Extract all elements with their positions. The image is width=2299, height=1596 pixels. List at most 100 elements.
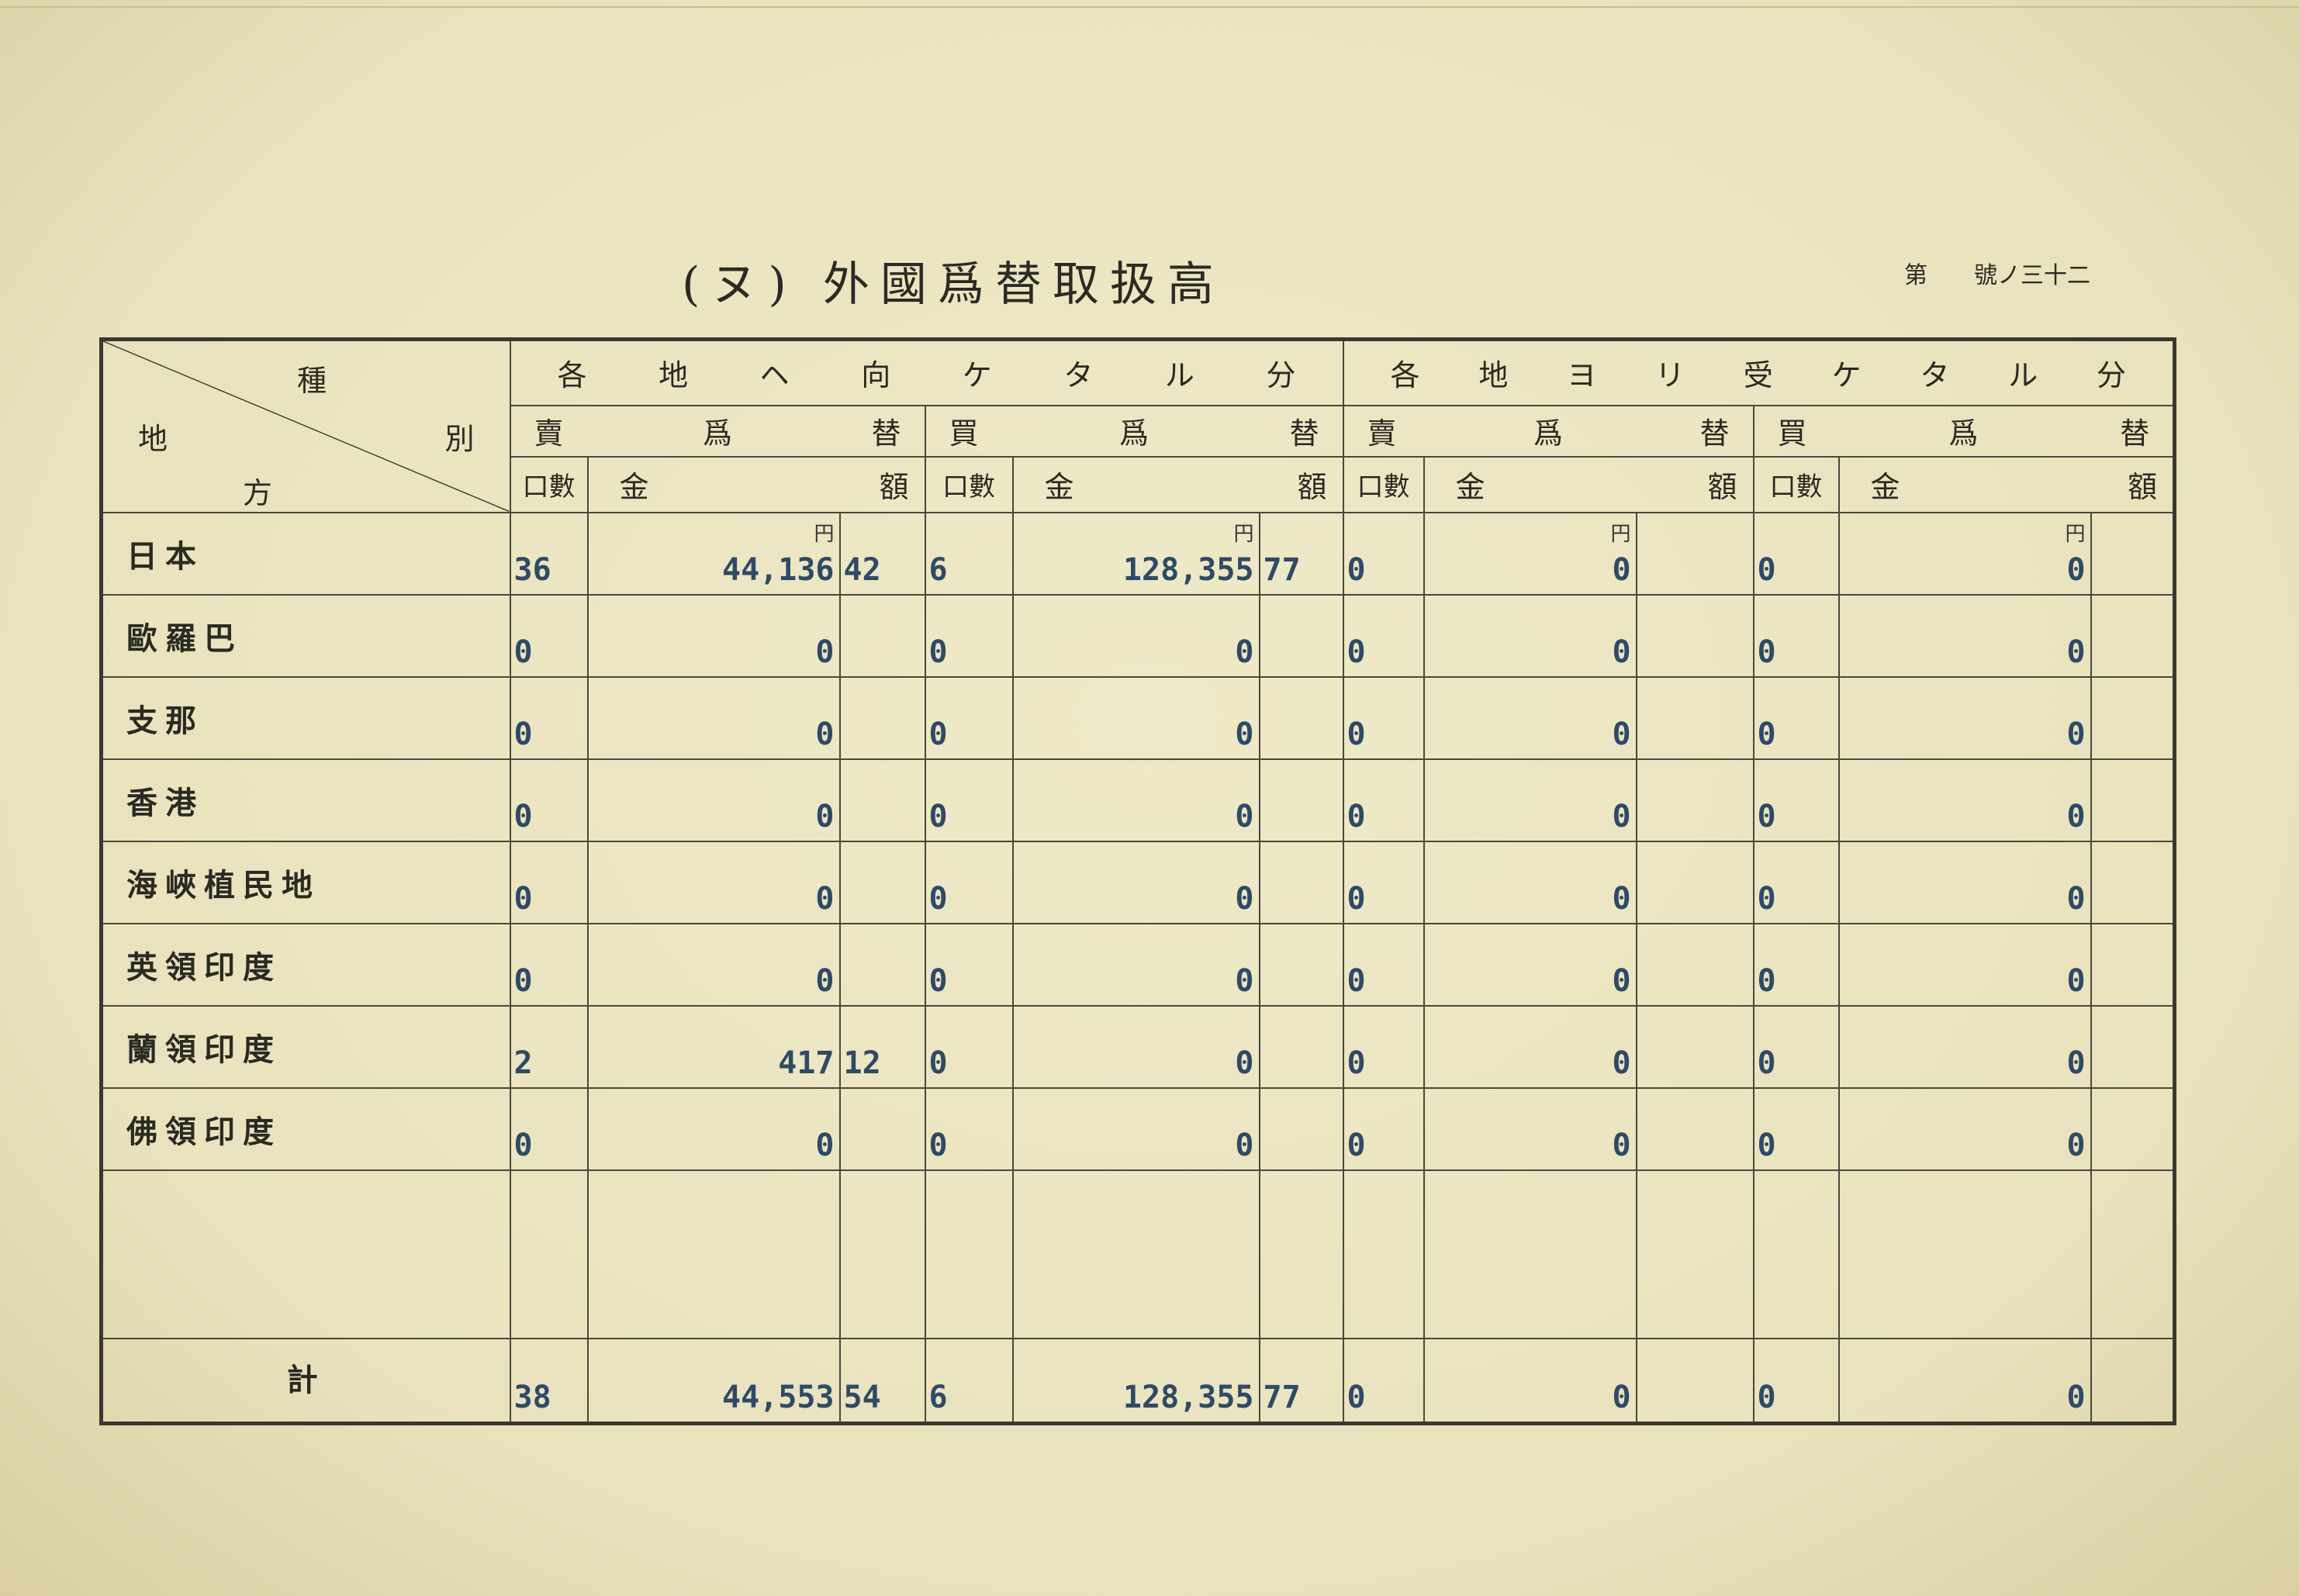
amount-sen-cell: 12 xyxy=(838,1004,926,1089)
amount-header: 金額 xyxy=(1423,455,1754,513)
cell-value: 0 xyxy=(2066,798,2086,834)
cell-value: 0 xyxy=(815,716,835,752)
row-label: 佛領印度 xyxy=(100,1086,511,1171)
amount-sen-cell xyxy=(1258,593,1344,678)
amount-yen-cell: 0 xyxy=(1423,840,1637,924)
count-cell: 0 xyxy=(509,593,589,678)
diagonal-line xyxy=(103,341,510,512)
cell-value: 0 xyxy=(1347,962,1366,999)
cell-value: 0 xyxy=(2066,1045,2086,1081)
page-number: 第 號ノ三十二 xyxy=(1904,256,2090,290)
amount-yen-cell: 0 xyxy=(586,758,841,842)
cell-value: 0 xyxy=(1347,551,1366,588)
cell-value: 0 xyxy=(1612,634,1631,670)
cell-value: 0 xyxy=(1612,1380,1631,1415)
amount-sen-cell xyxy=(1635,675,1754,760)
amount-yen-cell: 0 xyxy=(1423,1004,1637,1089)
amount-sen-cell: 77 xyxy=(1258,511,1344,596)
cell-value: 0 xyxy=(1757,1380,1776,1415)
cell-value: 0 xyxy=(2066,634,2086,670)
amount-sen-cell xyxy=(1258,1004,1344,1089)
cell-value: 0 xyxy=(1757,551,1776,588)
blank-cell xyxy=(100,1169,511,1339)
amount-yen-cell: 0 xyxy=(1837,758,2092,842)
row-label-text: 英領印度 xyxy=(126,948,282,986)
amount-sen-cell xyxy=(2090,1004,2176,1089)
cell-value: 128,355 xyxy=(1122,1380,1254,1415)
count-cell: 0 xyxy=(509,1086,589,1171)
count-header: 口數 xyxy=(509,455,589,513)
page-number-prefix: 第 xyxy=(1904,262,1927,289)
cell-value: 0 xyxy=(1235,880,1254,917)
cell-value: 0 xyxy=(1612,1045,1631,1081)
row-label: 支那 xyxy=(100,675,511,760)
row-label-text: 佛領印度 xyxy=(126,1113,282,1150)
blank-cell xyxy=(586,1169,841,1339)
cell-value: 6 xyxy=(928,551,948,588)
blank-cell xyxy=(2090,1169,2176,1339)
amount-sen-cell xyxy=(2090,511,2176,596)
amount-header-left: 金 xyxy=(1455,470,1485,504)
cell-value: 0 xyxy=(513,1127,533,1163)
blank-cell xyxy=(1011,1169,1260,1339)
cell-value: 0 xyxy=(1757,1127,1776,1163)
cell-value: 0 xyxy=(928,880,948,917)
amount-yen-cell: 0 xyxy=(586,593,841,678)
count-cell: 0 xyxy=(1342,1004,1425,1089)
table-row: 日本 36 44,136 円 42 6 128,355 円 77 0 0 円 0 0 円 xyxy=(100,511,2176,596)
cell-value: 0 xyxy=(1347,1380,1366,1415)
amount-yen-cell: 0 xyxy=(586,675,841,760)
count-cell: 0 xyxy=(1342,758,1425,842)
count-cell: 0 xyxy=(509,840,589,924)
blank-cell xyxy=(1752,1169,1840,1339)
amount-yen-cell: 0 xyxy=(1011,675,1260,760)
page-title: (ヌ) 外國爲替取扱高 xyxy=(682,257,1225,312)
row-label: 日本 xyxy=(100,511,511,596)
amount-sen-cell xyxy=(1635,840,1754,924)
amount-sen-cell xyxy=(1635,1337,1754,1425)
count-cell: 0 xyxy=(1342,1337,1425,1425)
amount-yen-cell: 0 xyxy=(1423,1086,1637,1171)
amount-yen-cell: 0 xyxy=(586,840,841,924)
cell-value: 0 xyxy=(1612,1127,1631,1163)
count-cell: 0 xyxy=(1752,840,1840,924)
amount-yen-cell: 0 xyxy=(1423,675,1637,760)
cell-value: 54 xyxy=(843,1380,881,1415)
amount-yen-cell: 0 xyxy=(1011,840,1260,924)
amount-yen-cell: 0 xyxy=(586,1086,841,1171)
count-cell: 0 xyxy=(1342,593,1425,678)
count-header: 口數 xyxy=(1752,455,1840,513)
cell-value: 0 xyxy=(1612,798,1631,834)
count-cell: 0 xyxy=(1342,675,1425,760)
amount-sen-cell xyxy=(1635,593,1754,678)
amount-yen-cell: 0 xyxy=(1837,922,2092,1007)
amount-yen-cell: 44,553 xyxy=(586,1337,841,1425)
count-cell: 0 xyxy=(924,1004,1014,1089)
amount-sen-cell xyxy=(1258,675,1344,760)
row-label-text: 歐羅巴 xyxy=(126,620,243,657)
count-cell: 0 xyxy=(924,593,1014,678)
count-cell: 6 xyxy=(924,511,1014,596)
cell-value: 0 xyxy=(928,634,948,670)
table-row: 香港 0 0 0 0 0 0 0 0 xyxy=(100,758,2176,842)
subgroup-header: 買爲替 xyxy=(924,404,1344,458)
blank-cell xyxy=(924,1169,1014,1339)
count-cell: 0 xyxy=(509,922,589,1007)
row-label: 香港 xyxy=(100,758,511,842)
amount-sen-cell xyxy=(1258,922,1344,1007)
count-cell: 36 xyxy=(509,511,589,596)
corner-bottom: 方 xyxy=(243,476,273,510)
amount-yen-cell: 128,355 円 xyxy=(1011,511,1260,596)
row-label: 歐羅巴 xyxy=(100,593,511,678)
amount-header: 金額 xyxy=(586,455,926,513)
blank-cell xyxy=(1342,1169,1425,1339)
count-cell: 0 xyxy=(1342,922,1425,1007)
cell-value: 0 xyxy=(928,1045,948,1081)
count-cell: 0 xyxy=(1752,593,1840,678)
blank-cell xyxy=(1423,1169,1637,1339)
amount-sen-cell xyxy=(1635,758,1754,842)
cell-value: 0 xyxy=(1347,716,1366,752)
row-label-text: 香港 xyxy=(126,784,204,821)
yen-unit-mark: 円 xyxy=(814,522,835,546)
